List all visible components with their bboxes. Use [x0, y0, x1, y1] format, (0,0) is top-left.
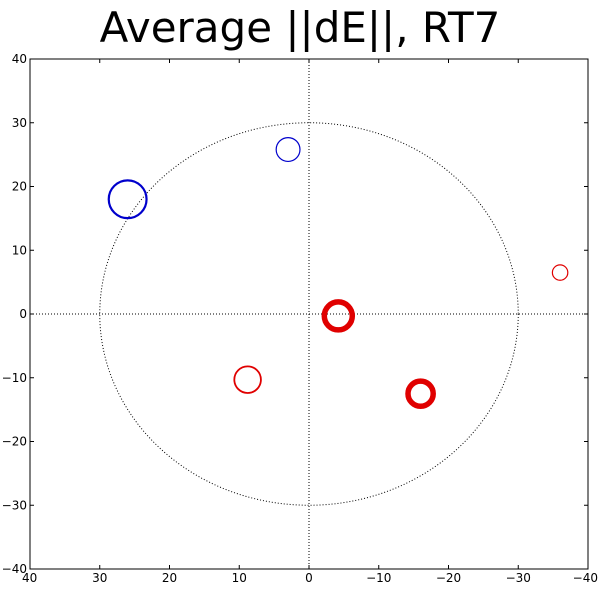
data-point [233, 365, 262, 394]
data-point [275, 137, 301, 163]
x-tick-label: 30 [92, 571, 107, 585]
ticks-layer: 40 30 20 10 0 −10 −20 −30 −40403020100−10−20−30−… [2, 52, 598, 585]
data-point [405, 378, 436, 410]
x-tick-label: 40 [22, 571, 37, 585]
x-tick-label: 0 [305, 571, 313, 585]
points-layer [107, 137, 569, 410]
y-tick-label: 0 [19, 307, 27, 321]
y-tick-label: −30 [2, 498, 27, 512]
y-tick-label: 20 [12, 180, 27, 194]
x-tick-label: −20 [436, 571, 461, 585]
x-tick-label: 20 [162, 571, 177, 585]
x-tick-label: −30 [506, 571, 531, 585]
chart-title: Average ||dE||, RT7 [99, 3, 501, 52]
y-tick-label: 10 [12, 243, 27, 257]
data-point [551, 264, 569, 281]
data-point [321, 299, 356, 333]
data-point [107, 179, 148, 220]
y-tick-label: −20 [2, 435, 27, 449]
x-tick-label: −40 [573, 571, 598, 585]
y-tick-label: −40 [2, 562, 27, 576]
y-tick-label: 40 [12, 52, 27, 66]
y-tick-label: −10 [2, 371, 27, 385]
y-tick-label: 30 [12, 116, 27, 130]
x-tick-label: −10 [366, 571, 391, 585]
x-tick-label: 10 [232, 571, 247, 585]
reference-circle [99, 122, 519, 506]
reference-layer [30, 59, 588, 569]
